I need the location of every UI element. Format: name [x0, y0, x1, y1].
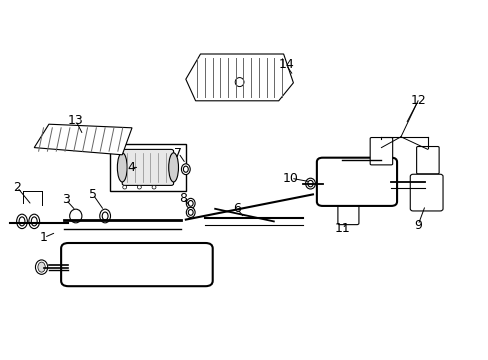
- Ellipse shape: [31, 217, 37, 226]
- Text: 5: 5: [89, 188, 97, 201]
- Text: 11: 11: [334, 222, 349, 235]
- Ellipse shape: [152, 185, 156, 189]
- Ellipse shape: [186, 198, 195, 208]
- Ellipse shape: [29, 214, 40, 229]
- Text: 1: 1: [40, 231, 48, 244]
- Ellipse shape: [69, 209, 81, 223]
- Bar: [110, 144, 185, 191]
- Ellipse shape: [122, 185, 126, 189]
- Ellipse shape: [186, 207, 195, 217]
- Text: 3: 3: [62, 193, 70, 206]
- Text: 14: 14: [278, 58, 293, 71]
- Ellipse shape: [102, 212, 108, 220]
- Text: 2: 2: [13, 181, 21, 194]
- FancyBboxPatch shape: [409, 174, 442, 211]
- FancyBboxPatch shape: [122, 149, 173, 185]
- Ellipse shape: [188, 201, 193, 206]
- Text: 4: 4: [127, 161, 135, 174]
- Ellipse shape: [188, 210, 193, 215]
- Text: 9: 9: [413, 219, 421, 231]
- Ellipse shape: [181, 164, 190, 175]
- FancyBboxPatch shape: [369, 138, 392, 165]
- Ellipse shape: [183, 166, 188, 172]
- Text: 12: 12: [409, 94, 425, 107]
- Polygon shape: [185, 54, 293, 101]
- Ellipse shape: [235, 78, 244, 87]
- Ellipse shape: [19, 217, 25, 226]
- FancyBboxPatch shape: [337, 202, 358, 225]
- Ellipse shape: [36, 260, 48, 274]
- Ellipse shape: [137, 185, 141, 189]
- Text: 7: 7: [174, 147, 182, 159]
- Ellipse shape: [38, 262, 45, 272]
- Text: 6: 6: [233, 202, 241, 215]
- Ellipse shape: [307, 180, 313, 187]
- Ellipse shape: [305, 178, 315, 189]
- Ellipse shape: [117, 153, 127, 182]
- FancyBboxPatch shape: [416, 147, 438, 174]
- Text: 8: 8: [179, 192, 187, 204]
- Text: 10: 10: [283, 172, 298, 185]
- FancyBboxPatch shape: [61, 243, 212, 286]
- FancyBboxPatch shape: [316, 158, 396, 206]
- Ellipse shape: [168, 153, 178, 182]
- Text: 13: 13: [68, 114, 83, 127]
- Polygon shape: [34, 124, 132, 155]
- Ellipse shape: [100, 209, 110, 223]
- Ellipse shape: [17, 214, 27, 229]
